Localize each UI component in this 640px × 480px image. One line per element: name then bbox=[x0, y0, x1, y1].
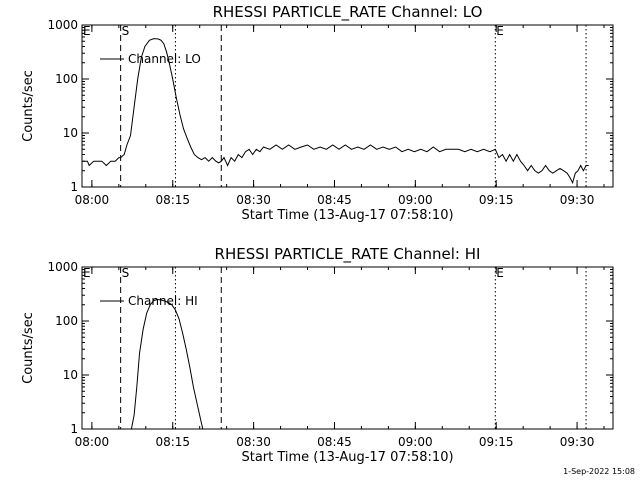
plot-frame bbox=[81, 266, 614, 430]
x-tick-label: 08:00 bbox=[75, 193, 110, 207]
marker-label: S bbox=[122, 24, 130, 38]
marker-label: S bbox=[122, 266, 130, 280]
x-tick-label: 09:00 bbox=[398, 193, 433, 207]
x-tick-label: 08:30 bbox=[236, 435, 271, 449]
x-tick-label: 09:15 bbox=[479, 193, 514, 207]
y-tick-label: 1000 bbox=[47, 260, 78, 274]
x-tick-label: 08:15 bbox=[155, 193, 190, 207]
y-tick-label: 1 bbox=[70, 180, 78, 194]
x-tick-label: 09:15 bbox=[479, 435, 514, 449]
x-axis-label: Start Time (13-Aug-17 07:58:10) bbox=[241, 208, 453, 223]
y-tick-label: 100 bbox=[55, 72, 78, 86]
x-tick-label: 08:00 bbox=[75, 435, 110, 449]
corner-label: E bbox=[83, 24, 91, 38]
footer-date: 1-Sep-2022 15:08 bbox=[563, 467, 635, 476]
marker-label: E bbox=[496, 266, 504, 280]
x-tick-label: 08:15 bbox=[155, 435, 190, 449]
chart-title: RHESSI PARTICLE_RATE Channel: HI bbox=[215, 245, 481, 264]
y-tick-label: 10 bbox=[63, 368, 78, 382]
x-tick-label: 08:30 bbox=[236, 193, 271, 207]
series-line bbox=[82, 38, 589, 185]
x-tick-label: 09:30 bbox=[560, 435, 595, 449]
x-axis-label: Start Time (13-Aug-17 07:58:10) bbox=[241, 450, 453, 465]
y-tick-label: 1 bbox=[70, 422, 78, 436]
corner-label: E bbox=[83, 266, 91, 280]
y-tick-label: 1000 bbox=[47, 18, 78, 32]
legend-label: Channel: LO bbox=[128, 52, 201, 66]
marker-label: E bbox=[496, 24, 504, 38]
x-tick-label: 08:45 bbox=[317, 193, 352, 207]
panel-lo: RHESSI PARTICLE_RATE Channel: LO Counts/… bbox=[21, 3, 614, 223]
plot-frame bbox=[81, 24, 614, 188]
y-axis-label: Counts/sec bbox=[21, 312, 36, 384]
y-axis-label: Counts/sec bbox=[21, 70, 36, 142]
x-tick-label: 09:00 bbox=[398, 435, 433, 449]
y-tick-label: 100 bbox=[55, 314, 78, 328]
y-tick-label: 10 bbox=[63, 126, 78, 140]
x-tick-label: 08:45 bbox=[317, 435, 352, 449]
chart-title: RHESSI PARTICLE_RATE Channel: LO bbox=[213, 3, 483, 22]
series-line bbox=[130, 298, 204, 429]
panel-hi: RHESSI PARTICLE_RATE Channel: HI Counts/… bbox=[21, 245, 614, 465]
x-tick-label: 09:30 bbox=[560, 193, 595, 207]
